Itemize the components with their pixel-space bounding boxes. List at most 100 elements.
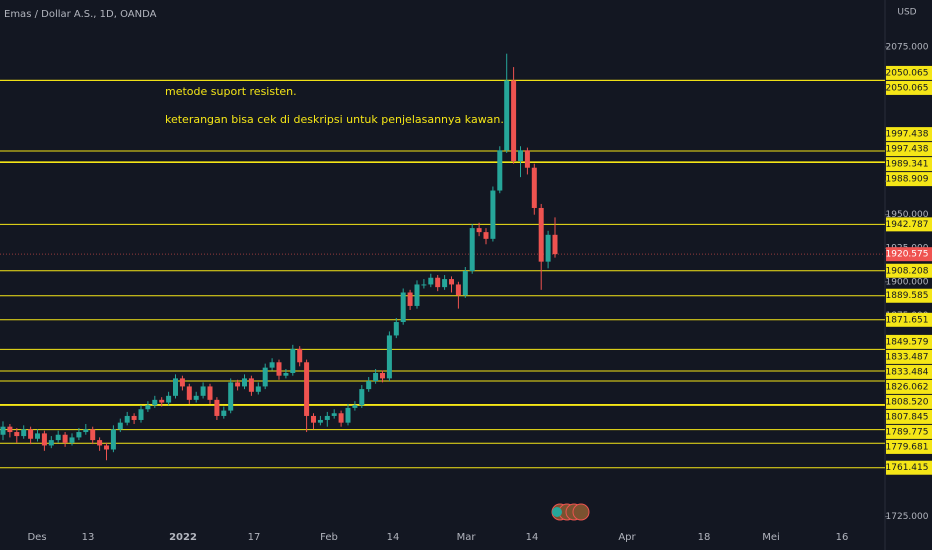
candle-body xyxy=(366,381,372,390)
level-label: 1761.415 xyxy=(886,463,929,473)
candle-body xyxy=(193,395,199,400)
level-label-bg xyxy=(886,460,932,475)
annotation: keterangan bisa cek di deskripsi untuk p… xyxy=(165,113,504,126)
candle-body xyxy=(462,271,468,296)
candle-body xyxy=(76,432,82,438)
x-tick-label: Des xyxy=(27,532,46,543)
level-label: 1789.775 xyxy=(886,427,929,437)
candle-body xyxy=(338,413,344,423)
candle-body xyxy=(0,426,6,435)
level-label: 1779.681 xyxy=(886,442,929,452)
candle-body xyxy=(538,207,544,262)
candle-body xyxy=(414,284,420,306)
candle-body xyxy=(345,407,351,423)
x-tick-label: 16 xyxy=(836,532,849,543)
y-tick-label: 1725.000 xyxy=(886,512,929,522)
x-tick-label: 18 xyxy=(698,532,711,543)
candle-body xyxy=(117,422,123,430)
currency: USD xyxy=(897,8,916,18)
levels-layer xyxy=(0,79,885,469)
level-label-bg xyxy=(886,157,932,172)
candle-body xyxy=(35,433,40,439)
candle-body xyxy=(97,440,103,446)
x-tick-label: Apr xyxy=(618,532,636,543)
candle-body xyxy=(276,362,282,376)
level-label-bg xyxy=(886,379,932,394)
candle-body xyxy=(380,373,385,379)
candle-body xyxy=(104,445,109,450)
labels-layer: 2050.065 2050.065 1997.438 1997.438 1989.341… xyxy=(886,65,932,475)
level-label: 1942.787 xyxy=(886,220,929,230)
candle-body xyxy=(442,279,448,288)
level-label-bg xyxy=(886,349,932,364)
candle-body xyxy=(455,284,461,296)
candle-body xyxy=(524,150,530,168)
level-label: 2050.065 xyxy=(886,68,929,78)
level-label: 1833.487 xyxy=(886,352,929,362)
level-label: 1871.651 xyxy=(886,315,929,325)
x-tick-label: 14 xyxy=(526,532,539,543)
avatars[interactable] xyxy=(551,503,590,521)
candle-body xyxy=(228,382,234,411)
candle-body xyxy=(297,348,303,363)
candle-body xyxy=(352,405,358,408)
level-label-bg xyxy=(886,80,932,95)
candle-body xyxy=(407,292,413,306)
candle-body xyxy=(428,277,434,285)
candle-body xyxy=(69,437,75,443)
level-label-bg xyxy=(886,312,932,327)
x-tick-label: Mar xyxy=(457,532,477,543)
level-label-bg xyxy=(886,439,932,454)
candle-body xyxy=(531,167,537,208)
candle-body xyxy=(62,434,68,443)
x-tick-label: Mei xyxy=(762,532,780,543)
y-tick-label: 1950.000 xyxy=(886,210,929,220)
last-price-label: 1920.575 xyxy=(886,250,929,260)
y-tick-label: 1900.000 xyxy=(886,277,929,287)
y-tick-label: 2075.000 xyxy=(886,42,929,52)
level-label-bg xyxy=(886,364,932,379)
level-label-bg xyxy=(886,394,932,409)
level-label: 1808.520 xyxy=(886,397,929,407)
level-label: 1908.208 xyxy=(886,266,929,276)
level-label: 1889.585 xyxy=(886,291,929,301)
candle-body xyxy=(110,429,116,450)
candle-body xyxy=(248,378,254,392)
candle-body xyxy=(152,399,158,406)
candle-body xyxy=(373,373,379,382)
candle-body xyxy=(138,409,144,420)
last-price-label-bg xyxy=(886,247,932,262)
candle-body xyxy=(145,405,151,410)
candle-body xyxy=(476,228,482,233)
candle-body xyxy=(221,410,227,416)
avatar[interactable] xyxy=(552,507,562,517)
candle-body xyxy=(518,150,523,162)
level-label-bg xyxy=(886,217,932,232)
level-label: 1826.062 xyxy=(886,382,929,392)
candle-body xyxy=(7,426,13,433)
level-label-bg xyxy=(886,288,932,303)
level-label-bg xyxy=(886,263,932,278)
candle-body xyxy=(324,415,330,420)
candle-body xyxy=(235,382,241,387)
candle-body xyxy=(552,234,558,255)
level-label-bg xyxy=(886,172,932,187)
candle-body xyxy=(124,415,130,423)
level-label: 1988.909 xyxy=(886,175,929,185)
candle-body xyxy=(55,434,61,441)
candle-body xyxy=(421,284,427,286)
candle-body xyxy=(90,429,96,441)
level-label: 1997.438 xyxy=(886,145,929,155)
level-label: 1833.484 xyxy=(886,367,929,377)
candle-body xyxy=(504,80,510,151)
level-label-bg xyxy=(886,409,932,424)
candle-body xyxy=(41,433,47,446)
level-label-bg xyxy=(886,424,932,439)
candle-body xyxy=(173,378,178,396)
x-tick-label: 17 xyxy=(248,532,261,543)
candle-body xyxy=(186,386,192,400)
level-label-bg xyxy=(886,334,932,349)
candle-body xyxy=(200,386,206,396)
candle-body xyxy=(166,395,172,403)
avatar[interactable] xyxy=(572,503,590,521)
